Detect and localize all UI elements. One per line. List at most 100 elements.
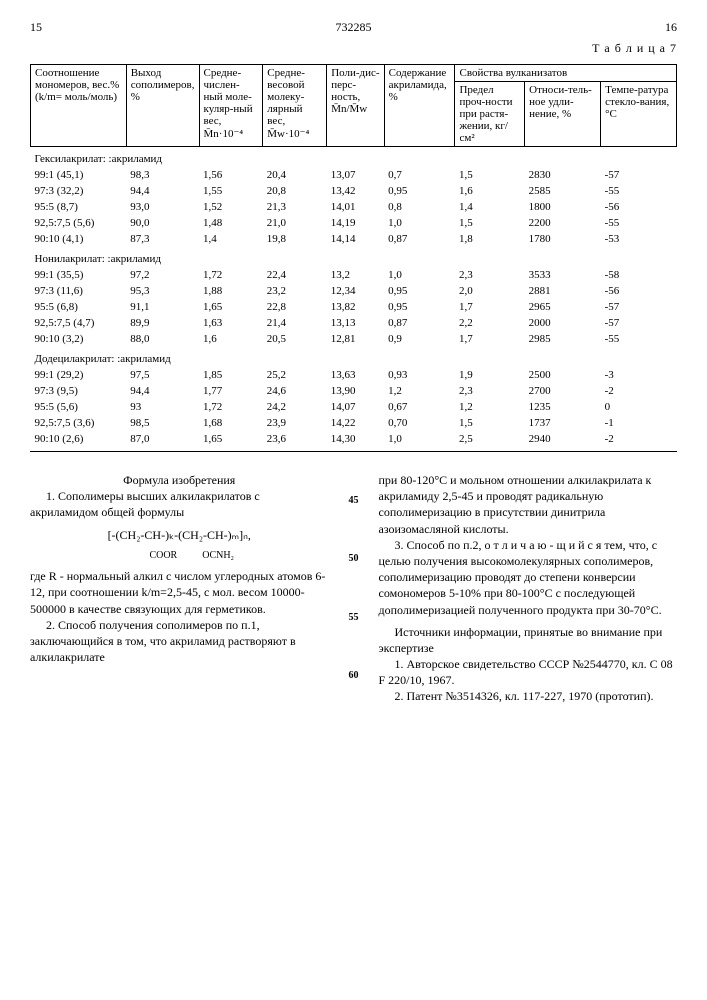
table-cell: 24,2 xyxy=(263,399,327,415)
table-cell: 92,5:7,5 (3,6) xyxy=(31,415,127,431)
table-row: 92,5:7,5 (4,7)89,91,6321,413,130,872,220… xyxy=(31,315,677,331)
source-2: 2. Патент №3514326, кл. 117-227, 1970 (п… xyxy=(379,688,678,704)
line-no: 60 xyxy=(349,669,359,683)
table-cell: -55 xyxy=(601,183,677,199)
table-cell: 12,81 xyxy=(327,331,384,347)
table-cell: 23,9 xyxy=(263,415,327,431)
table-cell: -55 xyxy=(601,331,677,347)
page-center: 732285 xyxy=(336,20,372,35)
table-row: 97:3 (11,6)95,31,8823,212,340,952,02881-… xyxy=(31,283,677,299)
table-cell: 1,0 xyxy=(384,431,455,447)
table-row: 99:1 (29,2)97,51,8525,213,630,931,92500-… xyxy=(31,367,677,383)
table-cell: 0,8 xyxy=(384,199,455,215)
table-cell: 21,0 xyxy=(263,215,327,231)
table-cell: 87,3 xyxy=(126,231,199,247)
table-cell: 24,6 xyxy=(263,383,327,399)
table-cell: 2200 xyxy=(525,215,601,231)
table-cell: 2,3 xyxy=(455,383,525,399)
table-cell: 13,63 xyxy=(327,367,384,383)
table-cell: 0,67 xyxy=(384,399,455,415)
table-cell: 1,65 xyxy=(199,299,263,315)
table-row: 90:10 (3,2)88,01,620,512,810,91,72985-55 xyxy=(31,331,677,347)
table-cell: 1780 xyxy=(525,231,601,247)
table-cell: 1,68 xyxy=(199,415,263,431)
table-cell: 14,14 xyxy=(327,231,384,247)
table-cell: 0,9 xyxy=(384,331,455,347)
table-cell: 13,07 xyxy=(327,167,384,183)
table-cell: 2,3 xyxy=(455,267,525,283)
table-cell: 98,5 xyxy=(126,415,199,431)
line-number-gutter: 45 50 55 60 xyxy=(345,472,363,705)
table-cell: 97:3 (11,6) xyxy=(31,283,127,299)
table-cell: 14,30 xyxy=(327,431,384,447)
table-row: 97:3 (32,2)94,41,5520,813,420,951,62585-… xyxy=(31,183,677,199)
table-cell: 13,2 xyxy=(327,267,384,283)
table-cell: -57 xyxy=(601,299,677,315)
col-mw: Средне-весовой молеку-лярный вес, M̄w·10… xyxy=(263,65,327,147)
table-cell: 13,82 xyxy=(327,299,384,315)
table-cell: 13,13 xyxy=(327,315,384,331)
table-cell: 2,2 xyxy=(455,315,525,331)
table-cell: 20,8 xyxy=(263,183,327,199)
table-cell: 1235 xyxy=(525,399,601,415)
table-cell: 95:5 (8,7) xyxy=(31,199,127,215)
table-cell: 21,4 xyxy=(263,315,327,331)
table-cell: 12,34 xyxy=(327,283,384,299)
table-cell: -2 xyxy=(601,383,677,399)
line-no: 50 xyxy=(349,552,359,566)
table-cell: 88,0 xyxy=(126,331,199,347)
group-header: Гексилакрилат: :акриламид xyxy=(31,147,677,168)
claims-heading: Формула изобретения xyxy=(30,472,329,488)
table-cell: 1,5 xyxy=(455,215,525,231)
table-cell: 99:1 (35,5) xyxy=(31,267,127,283)
col-acr: Содержание акриламида, % xyxy=(384,65,455,147)
text-columns: Формула изобретения 1. Сополимеры высших… xyxy=(30,472,677,705)
table-cell: 1,72 xyxy=(199,399,263,415)
table-cell: 13,42 xyxy=(327,183,384,199)
col-vulc-grp: Свойства вулканизатов xyxy=(455,65,677,82)
table-cell: 2,0 xyxy=(455,283,525,299)
data-table: Соотношение мономеров, вес.% (k/m= моль/… xyxy=(30,64,677,447)
table-cell: 0,95 xyxy=(384,283,455,299)
table-cell: 1,4 xyxy=(199,231,263,247)
table-cell: 21,3 xyxy=(263,199,327,215)
table-cell: 20,5 xyxy=(263,331,327,347)
table-cell: -2 xyxy=(601,431,677,447)
table-cell: 1800 xyxy=(525,199,601,215)
table-cell: 0,87 xyxy=(384,231,455,247)
table-cell: 1,5 xyxy=(455,167,525,183)
col-mn: Средне-числен-ный моле-куляр-ный вес, M̄… xyxy=(199,65,263,147)
table-cell: 97,5 xyxy=(126,367,199,383)
table-row: 90:10 (2,6)87,01,6523,614,301,02,52940-2 xyxy=(31,431,677,447)
table-row: 92,5:7,5 (5,6)90,01,4821,014,191,01,5220… xyxy=(31,215,677,231)
table-cell: 89,9 xyxy=(126,315,199,331)
table-cell: 94,4 xyxy=(126,383,199,399)
table-cell: -53 xyxy=(601,231,677,247)
table-row: 90:10 (4,1)87,31,419,814,140,871,81780-5… xyxy=(31,231,677,247)
table-cell: 2940 xyxy=(525,431,601,447)
table-cell: 97,2 xyxy=(126,267,199,283)
table-cell: 1,72 xyxy=(199,267,263,283)
table-row: 99:1 (35,5)97,21,7222,413,21,02,33533-58 xyxy=(31,267,677,283)
table-cell: 1,52 xyxy=(199,199,263,215)
table-cell: 1,56 xyxy=(199,167,263,183)
table-cell: 20,4 xyxy=(263,167,327,183)
table-cell: 0 xyxy=(601,399,677,415)
table-cell: -58 xyxy=(601,267,677,283)
table-cell: 2881 xyxy=(525,283,601,299)
group-header: Додецилакрилат: :акриламид xyxy=(31,347,677,367)
source-1: 1. Авторское свидетельство СССР №2544770… xyxy=(379,656,678,688)
table-cell: -1 xyxy=(601,415,677,431)
table-cell: 1,2 xyxy=(455,399,525,415)
table-cell: 87,0 xyxy=(126,431,199,447)
table-cell: 97:3 (32,2) xyxy=(31,183,127,199)
table-cell: 0,70 xyxy=(384,415,455,431)
table-cell: 1,7 xyxy=(455,299,525,315)
claim-1: 1. Сополимеры высших алкилакрилатов с ак… xyxy=(30,488,329,520)
table-cell: 25,2 xyxy=(263,367,327,383)
table-label: Т а б л и ц а 7 xyxy=(30,41,677,56)
table-cell: 95:5 (6,8) xyxy=(31,299,127,315)
table-row: 99:1 (45,1)98,31,5620,413,070,71,52830-5… xyxy=(31,167,677,183)
table-cell: 23,2 xyxy=(263,283,327,299)
col-pd: Поли-дис-перс-ность, M̄n/M̄w xyxy=(327,65,384,147)
